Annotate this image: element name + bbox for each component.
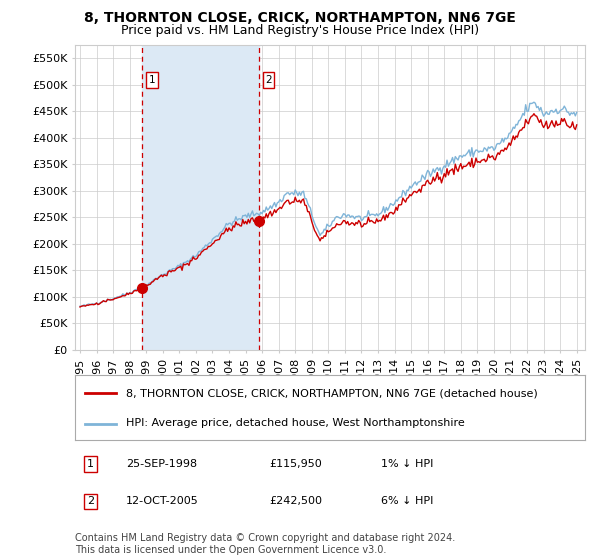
Text: 1% ↓ HPI: 1% ↓ HPI	[381, 459, 433, 469]
Text: Contains HM Land Registry data © Crown copyright and database right 2024.
This d: Contains HM Land Registry data © Crown c…	[75, 533, 455, 555]
Text: 25-SEP-1998: 25-SEP-1998	[126, 459, 197, 469]
Text: 1: 1	[87, 459, 94, 469]
Text: £115,950: £115,950	[269, 459, 322, 469]
Text: Price paid vs. HM Land Registry's House Price Index (HPI): Price paid vs. HM Land Registry's House …	[121, 24, 479, 36]
Text: 1: 1	[148, 75, 155, 85]
Bar	[142, 45, 259, 350]
Text: 8, THORNTON CLOSE, CRICK, NORTHAMPTON, NN6 7GE (detached house): 8, THORNTON CLOSE, CRICK, NORTHAMPTON, N…	[126, 388, 538, 398]
Text: HPI: Average price, detached house, West Northamptonshire: HPI: Average price, detached house, West…	[126, 418, 465, 428]
Text: £242,500: £242,500	[269, 496, 322, 506]
Text: 6% ↓ HPI: 6% ↓ HPI	[381, 496, 433, 506]
Text: 2: 2	[87, 496, 94, 506]
Text: 2: 2	[265, 75, 272, 85]
Text: 8, THORNTON CLOSE, CRICK, NORTHAMPTON, NN6 7GE: 8, THORNTON CLOSE, CRICK, NORTHAMPTON, N…	[84, 11, 516, 25]
Text: 12-OCT-2005: 12-OCT-2005	[126, 496, 199, 506]
